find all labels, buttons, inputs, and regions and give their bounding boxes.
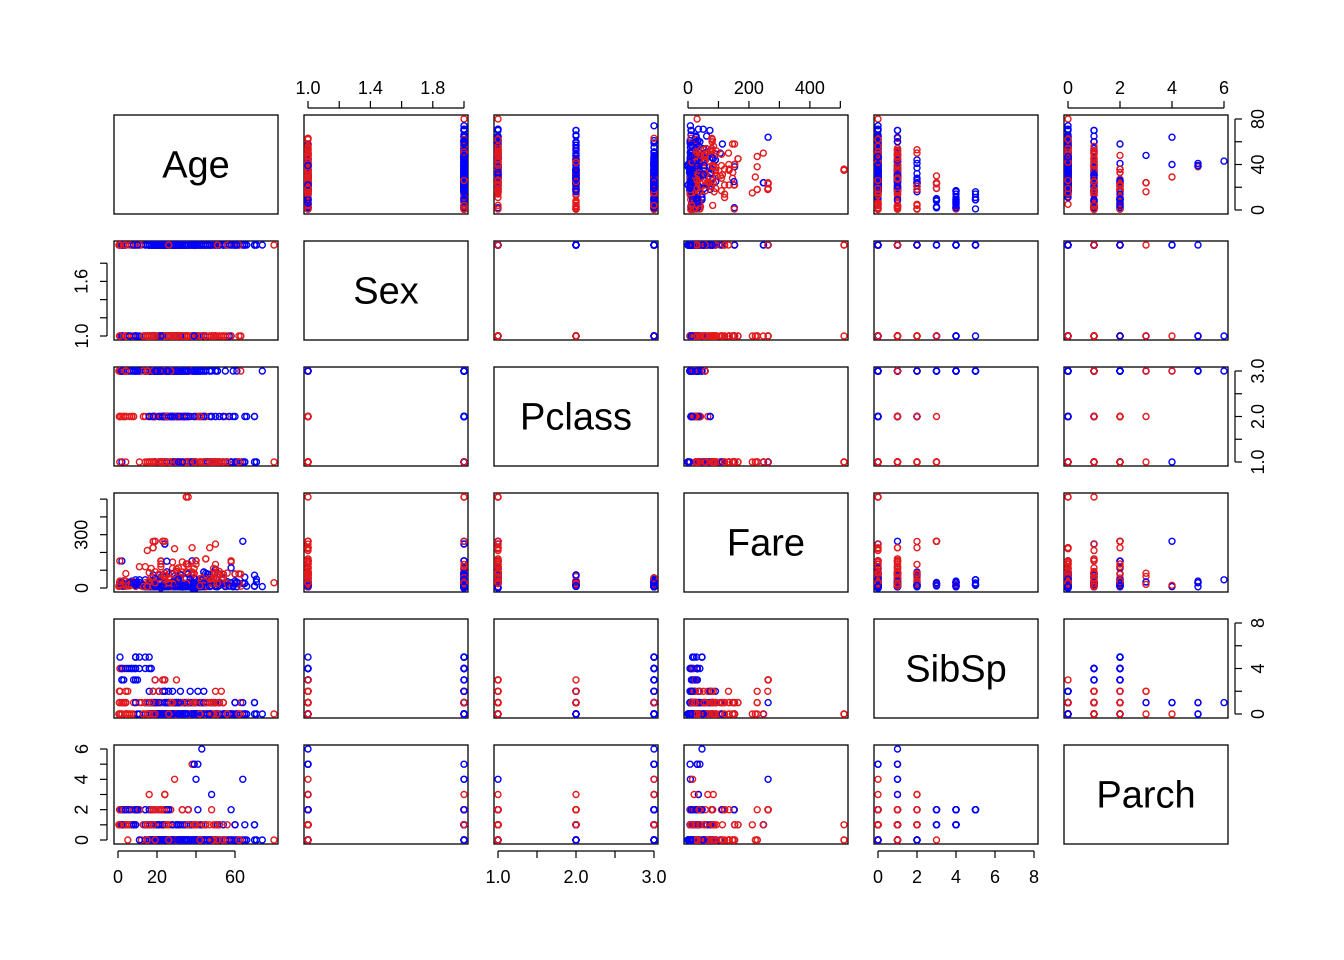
data-point-sibsp-vs-age (186, 687, 194, 695)
panel-sibsp-vs-pclass (493, 618, 659, 719)
diagonal-label-age: Age (162, 145, 230, 187)
data-point-fare-vs-parch (1090, 540, 1098, 548)
panel-sex-vs-sibsp (873, 240, 1039, 341)
data-point-sibsp-vs-age (145, 653, 153, 661)
panel-fare-vs-fare (683, 492, 849, 593)
panel-age-vs-sex (303, 114, 469, 215)
panel-age-vs-fare (683, 114, 849, 215)
data-point-sibsp-vs-sex (304, 653, 312, 661)
panel-fare-vs-sex (303, 492, 469, 593)
data-point-fare-vs-age (168, 558, 177, 566)
panel-pclass-vs-fare (683, 366, 849, 467)
panel-sex-vs-pclass (493, 240, 659, 341)
panel-pclass-vs-parch (1063, 366, 1229, 467)
panel-fare-vs-parch (1063, 492, 1229, 593)
panel-age-vs-age (113, 114, 279, 215)
panel-age-vs-sibsp (873, 114, 1039, 215)
panel-fare-vs-pclass (493, 492, 659, 593)
data-point-parch-vs-age (145, 790, 153, 799)
diagonal-label-parch: Parch (1096, 775, 1195, 817)
data-point-parch-vs-age (241, 821, 249, 829)
data-point-sex-vs-parch (1142, 241, 1150, 249)
panel-sex-vs-sex (303, 240, 469, 341)
data-point-age-vs-fare (759, 149, 767, 157)
data-point-sex-vs-sibsp (971, 332, 980, 340)
panel-pclass-vs-age (113, 366, 279, 467)
data-point-pclass-vs-age (229, 367, 237, 375)
panel-parch-vs-age (113, 744, 279, 845)
diagonal-label-sex: Sex (353, 271, 418, 313)
data-point-age-vs-fare (694, 125, 703, 133)
data-point-parch-vs-sex (460, 760, 468, 768)
panel-sex-vs-age (113, 240, 279, 341)
panel-sibsp-vs-sex (303, 618, 469, 719)
panel-sibsp-vs-fare (683, 618, 849, 719)
panel-parch-vs-parch (1063, 744, 1229, 845)
panel-fare-vs-sibsp (873, 492, 1039, 593)
panel-age-vs-pclass (493, 114, 659, 215)
panel-sibsp-vs-age (113, 618, 279, 719)
panel-age-vs-parch (1063, 114, 1229, 215)
panel-pclass-vs-sibsp (873, 366, 1039, 467)
data-point-sex-vs-parch (1194, 241, 1202, 249)
panel-sibsp-vs-parch (1063, 618, 1229, 719)
panel-fare-vs-age (113, 492, 279, 593)
panel-parch-vs-sibsp (873, 744, 1039, 845)
data-point-sibsp-vs-age (151, 676, 159, 684)
diagonal-label-pclass: Pclass (520, 397, 632, 439)
data-point-pclass-vs-age (221, 367, 230, 375)
data-point-parch-vs-sex (460, 790, 468, 799)
data-point-fare-vs-age (211, 540, 220, 548)
data-point-fare-vs-age (205, 544, 214, 552)
panel-parch-vs-sex (303, 744, 469, 845)
data-point-age-vs-sibsp (971, 188, 980, 196)
data-point-age-vs-pclass (650, 139, 658, 147)
panel-pclass-vs-pclass (493, 366, 659, 467)
diagonal-label-sibsp: SibSp (905, 649, 1006, 691)
panel-parch-vs-pclass (493, 744, 659, 845)
panel-pclass-vs-sex (303, 366, 469, 467)
panel-sibsp-vs-sibsp (873, 618, 1039, 719)
panel-sex-vs-parch (1063, 240, 1229, 341)
panel-parch-vs-fare (683, 744, 849, 845)
panel-sex-vs-fare (683, 240, 849, 341)
data-point-age-vs-parch (1142, 188, 1150, 196)
data-point-age-vs-fare (753, 152, 761, 161)
diagonal-label-fare: Fare (727, 523, 805, 565)
